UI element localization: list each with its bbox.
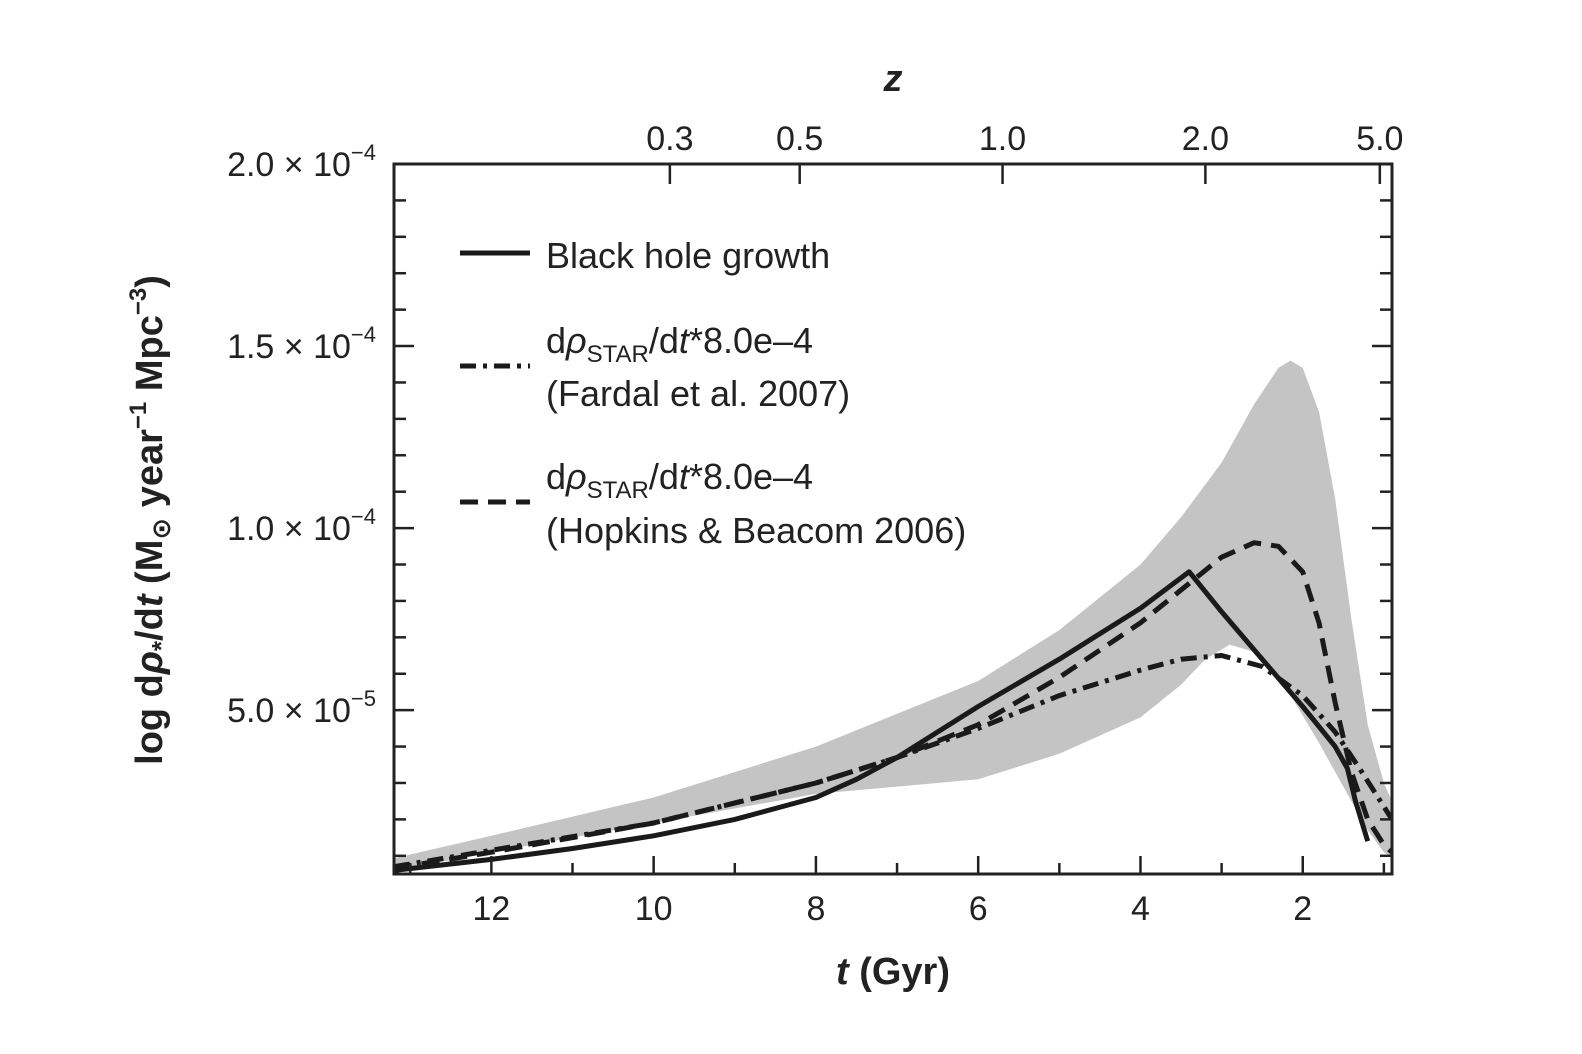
- y-title-units-close: ): [129, 275, 171, 288]
- fardal-sub: STAR: [587, 341, 649, 368]
- fardal-mid: /d: [649, 320, 679, 361]
- y-axis-title: log dρ*/dt (M⊙ year−1 Mpc−3): [125, 275, 176, 765]
- z-tick-label: 2.0: [1182, 120, 1229, 158]
- hopkins-t: t: [679, 456, 691, 497]
- z-tick-label: 5.0: [1356, 120, 1403, 158]
- y-title-star: *: [146, 640, 176, 651]
- legend-label-hopkins-line1: dρSTAR/dt*8.0e–4: [546, 456, 813, 504]
- uncertainty-band: [394, 360, 1392, 872]
- hopkins-d: d: [546, 456, 566, 497]
- y-title-year-exp: −1: [125, 402, 152, 429]
- top-axis-title: z: [883, 58, 903, 100]
- y-title-mpc: Mpc: [129, 315, 171, 402]
- y-title-units-open: (M: [129, 540, 171, 595]
- series-line-solid: [394, 569, 1371, 873]
- x-tick-label: 10: [635, 890, 673, 928]
- fardal-d: d: [546, 320, 566, 361]
- legend-label-black-hole: Black hole growth: [546, 235, 830, 276]
- fardal-rho: ρ: [565, 320, 587, 361]
- y-title-t: t: [129, 593, 171, 607]
- legend-label-fardal-line1: dρSTAR/dt*8.0e–4: [546, 320, 813, 368]
- fardal-t: t: [679, 320, 691, 361]
- y-title-year: year: [129, 429, 171, 518]
- y-tick-label: 1.0 × 10−4: [227, 504, 376, 548]
- y-tick-label: 2.0 × 10−4: [227, 140, 376, 184]
- y-title-prefix: log d: [129, 674, 171, 765]
- x-tick-label: 4: [1131, 890, 1150, 928]
- y-title-rho: ρ: [129, 651, 171, 675]
- y-title-sun: ⊙: [146, 518, 176, 540]
- series-line-dashed: [394, 540, 1392, 871]
- hopkins-mid: /d: [649, 456, 679, 497]
- legend-label-hopkins-line2: (Hopkins & Beacom 2006): [546, 510, 966, 551]
- y-tick-label: 5.0 × 10−5: [227, 686, 376, 730]
- z-tick-label: 1.0: [979, 120, 1026, 158]
- x-tick-label: 6: [969, 890, 988, 928]
- y-title-mpc-exp: −3: [125, 288, 152, 315]
- x-axis-title: t (Gyr): [836, 951, 950, 993]
- hopkins-sub: STAR: [587, 477, 649, 504]
- y-title-mid: /d: [129, 607, 171, 641]
- x-tick-label: 12: [472, 890, 510, 928]
- x-axis-title-t: t: [836, 951, 850, 993]
- fardal-tail: *8.0e–4: [689, 320, 813, 361]
- hopkins-tail: *8.0e–4: [689, 456, 813, 497]
- hopkins-rho: ρ: [565, 456, 587, 497]
- x-tick-label: 8: [806, 890, 825, 928]
- series-layer: [394, 540, 1392, 873]
- x-tick-label: 2: [1293, 890, 1312, 928]
- legend: Black hole growth dρSTAR/dt*8.0e–4 (Fard…: [460, 235, 966, 551]
- x-axis-title-rest: (Gyr): [849, 951, 950, 993]
- plot-frame: [392, 162, 1394, 876]
- legend-label-fardal-line2: (Fardal et al. 2007): [546, 373, 850, 414]
- ticks-layer: 12 10 8 6 4 2 0.3 0.5 1.0 2.0 5.0 5.0 × 10−5 1.0 × 1…: [227, 120, 1403, 928]
- y-tick-label: 1.5 × 10−4: [227, 322, 376, 366]
- z-tick-label: 0.3: [646, 120, 693, 158]
- z-tick-label: 0.5: [776, 120, 823, 158]
